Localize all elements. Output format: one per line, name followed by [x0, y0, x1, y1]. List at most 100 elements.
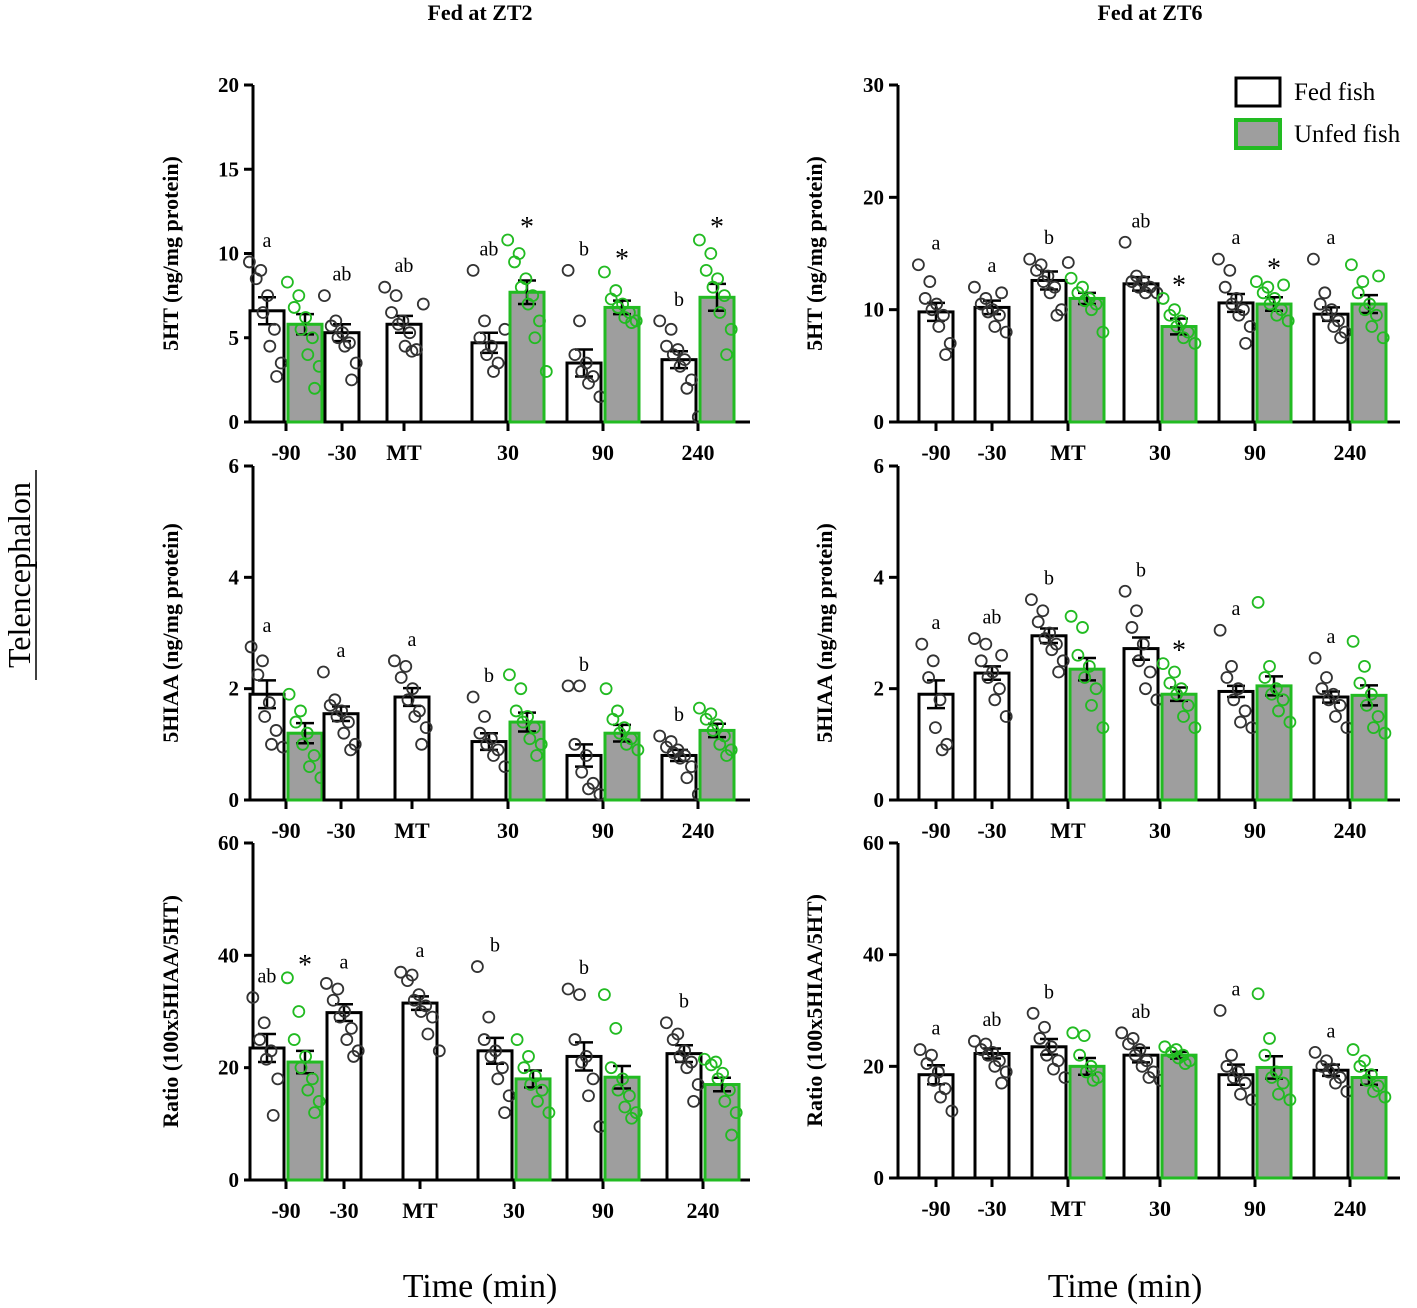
significance-letter: a — [932, 1018, 941, 1040]
data-point-fed — [326, 993, 340, 1007]
data-point-unfed — [711, 1072, 725, 1086]
data-point-unfed — [631, 743, 645, 757]
data-point-unfed — [1071, 648, 1085, 662]
legend-label-fed: Fed fish — [1294, 79, 1376, 106]
data-point-fed — [988, 1059, 1002, 1073]
data-point-unfed — [699, 712, 713, 726]
data-point-fed — [399, 660, 413, 673]
data-point-fed — [408, 710, 422, 723]
data-point-fed — [968, 1034, 981, 1048]
data-point-fed — [999, 325, 1013, 339]
chart-panel-6: 0 20 40 60 Ratio (100x5HIAA/5HT) -90 -30 MT 30 90… — [802, 831, 1400, 1221]
data-point-unfed — [713, 737, 727, 751]
data-point-fed — [575, 1055, 589, 1069]
data-point-unfed — [1168, 665, 1181, 679]
y-tick-label: 60 — [218, 831, 239, 855]
data-point-fed — [1218, 280, 1232, 294]
data-point-fed — [389, 289, 403, 303]
x-tick-label: 30 — [503, 1198, 525, 1223]
data-point-unfed — [609, 1021, 623, 1035]
data-point-unfed — [1360, 1073, 1374, 1087]
significance-letter: b — [579, 654, 589, 676]
data-point-fed — [259, 1052, 273, 1066]
data-point-fed — [1225, 660, 1238, 673]
bar-fed — [1217, 689, 1255, 802]
data-point-fed — [482, 1010, 496, 1024]
data-point-fed — [487, 365, 500, 378]
data-point-unfed — [706, 724, 720, 737]
data-point-fed — [340, 1033, 354, 1046]
data-point-unfed — [625, 316, 638, 329]
data-point-unfed — [1265, 1071, 1279, 1084]
data-point-fed — [1128, 1048, 1142, 1062]
data-point-fed — [935, 743, 949, 757]
bar-fed — [1030, 634, 1068, 802]
x-tick-label: 240 — [682, 440, 715, 465]
y-tick-label: 6 — [229, 454, 240, 478]
data-point-unfed — [1365, 320, 1379, 333]
data-point-unfed — [729, 1106, 743, 1119]
data-point-fed — [568, 1033, 582, 1046]
y-tick-label: 0 — [229, 410, 240, 434]
data-point-unfed — [1258, 671, 1272, 684]
data-point-fed — [1220, 671, 1234, 684]
bar-fed — [470, 341, 508, 424]
data-point-unfed — [1082, 660, 1096, 673]
data-point-unfed — [521, 297, 535, 311]
data-point-unfed — [1073, 1048, 1086, 1062]
data-point-unfed — [542, 1106, 556, 1119]
bar-fed — [322, 712, 360, 802]
data-point-unfed — [299, 311, 313, 324]
significance-letter: ab — [480, 238, 499, 260]
data-point-fed — [999, 1065, 1013, 1079]
data-point-unfed — [1078, 294, 1092, 308]
data-point-fed — [385, 306, 398, 319]
data-point-fed — [1118, 235, 1132, 249]
data-point-unfed — [301, 1083, 315, 1097]
chart-panel-3: 0 2 4 6 5HIAA (ng/mg protein) -90 -30 MT 30 90 240… — [158, 454, 750, 843]
data-point-fed — [974, 297, 988, 311]
data-point-fed — [1322, 693, 1336, 707]
data-point-unfed — [611, 301, 625, 314]
data-point-unfed — [720, 749, 733, 762]
data-point-unfed — [516, 715, 530, 729]
data-point-fed — [1227, 1071, 1241, 1084]
data-point-fed — [995, 648, 1008, 662]
data-point-fed — [1213, 623, 1227, 637]
y-tick-label: 20 — [863, 185, 884, 209]
data-point-fed — [943, 336, 957, 350]
y-tick-label: 15 — [218, 157, 239, 181]
data-point-fed — [244, 640, 258, 654]
data-point-unfed — [1251, 987, 1265, 1001]
data-point-fed — [568, 737, 582, 751]
x-tick-label: 30 — [1149, 1196, 1171, 1221]
data-point-fed — [561, 982, 575, 996]
data-point-unfed — [1181, 698, 1195, 712]
data-point-fed — [981, 671, 995, 684]
data-point-unfed — [1281, 314, 1295, 328]
data-point-unfed — [718, 1094, 732, 1108]
data-point-fed — [573, 679, 586, 693]
x-tick-label: MT — [402, 1198, 438, 1223]
data-point-fed — [319, 977, 333, 990]
data-point-fed — [269, 724, 283, 737]
y-tick-label: 0 — [874, 788, 885, 812]
data-point-unfed — [1177, 710, 1190, 723]
data-point-fed — [344, 1021, 358, 1035]
data-point-fed — [387, 654, 401, 668]
significance-letter: ab — [983, 607, 1002, 629]
data-point-unfed — [1064, 609, 1078, 623]
y-axis-label: Ratio (100x5HIAA/5HT) — [158, 895, 183, 1128]
data-point-unfed — [604, 1061, 618, 1075]
data-point-unfed — [523, 732, 537, 746]
significance-letter: b — [1044, 981, 1054, 1003]
data-point-fed — [1308, 1045, 1322, 1059]
data-point-fed — [253, 1033, 267, 1046]
data-point-unfed — [1346, 1043, 1360, 1056]
data-point-unfed — [1376, 331, 1390, 345]
x-tick-label: -30 — [327, 440, 356, 465]
data-point-fed — [249, 272, 263, 286]
data-point-fed — [1036, 604, 1050, 618]
data-point-fed — [1045, 643, 1059, 657]
data-point-fed — [673, 751, 687, 765]
